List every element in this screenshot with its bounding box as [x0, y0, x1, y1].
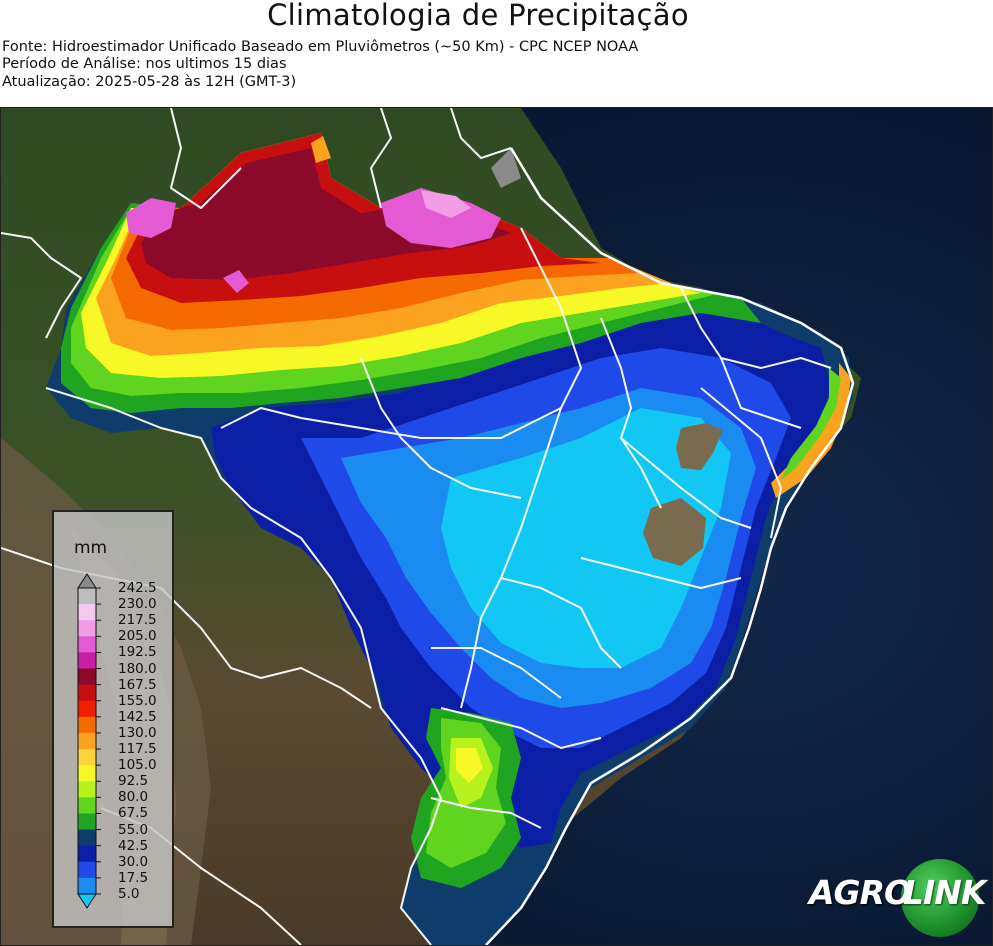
- colorbar-tick-label: 55.0: [118, 821, 149, 838]
- colorbar-top-extension: [77, 573, 97, 589]
- colorbar-outline: [77, 587, 97, 895]
- colorbar-segment: [78, 732, 96, 750]
- colorbar-segment: [78, 845, 96, 863]
- colorbar-segment: [78, 797, 96, 814]
- dry-patch-2: [643, 498, 706, 566]
- precip-cyan: [441, 408, 731, 668]
- colorbar-segment: [78, 749, 96, 766]
- colorbar-tick-label: 92.5: [118, 773, 149, 790]
- colorbar-segment: [78, 716, 96, 734]
- dry-patch-1: [676, 423, 723, 470]
- colorbar: [77, 573, 101, 909]
- colorbar-segment: [78, 781, 96, 798]
- precip-darkred-band: [141, 148, 511, 280]
- colorbar-tick-label: 155.0: [118, 692, 157, 709]
- precip-orange-peak: [311, 136, 331, 163]
- colorbar-tick-label: 42.5: [118, 837, 149, 854]
- colorbar-tick-label: 67.5: [118, 805, 149, 822]
- period-line: Período de Análise: nos ultimos 15 dias: [2, 56, 287, 72]
- logo-text-link: LINK: [903, 873, 986, 912]
- map-title: Climatologia de Precipitação: [267, 0, 689, 32]
- colorbar-tick-label: 117.5: [118, 741, 157, 758]
- colorbar-segment: [78, 636, 96, 653]
- colorbar-bottom-extension: [77, 893, 97, 909]
- header: Climatologia de Precipitação Fonte: Hidr…: [0, 0, 993, 108]
- precip-magenta-nw: [126, 198, 176, 238]
- colorbar-tick-label: 180.0: [118, 660, 157, 677]
- logo-text-agro: AGRO: [809, 873, 912, 912]
- colorbar-tick-label: 30.0: [118, 853, 149, 870]
- colorbar-segment: [78, 588, 96, 605]
- colorbar-tick-label: 205.0: [118, 628, 157, 645]
- precipitation-map: mm 242.5 230.0 217.5 205.0 192.5 180.0 167.5 15…: [0, 107, 993, 946]
- colorbar-tick-label: 142.5: [118, 708, 157, 725]
- colorbar-segment: [78, 877, 96, 895]
- colorbar-segment: [78, 829, 96, 847]
- colorbar-segment: [78, 604, 96, 621]
- colorbar-segment: [78, 700, 96, 718]
- precip-magenta-n: [381, 188, 501, 248]
- colorbar-segment: [78, 813, 96, 831]
- precip-magenta-center: [223, 270, 249, 293]
- colorbar-segment: [78, 620, 96, 637]
- logo-globe: [901, 859, 979, 937]
- colorbar-tick-label: 17.5: [118, 869, 149, 886]
- colorbar-segment: [78, 765, 96, 782]
- legend-unit: mm: [74, 538, 108, 558]
- precip-pink-n: [421, 190, 471, 218]
- colorbar-tick-label: 5.0: [118, 886, 140, 902]
- brazil-coastline: [485, 147, 855, 945]
- colorbar-tick-label: 242.5: [118, 580, 157, 596]
- colorbar-legend: mm 242.5 230.0 217.5 205.0 192.5 180.0 167.5 15…: [52, 510, 174, 928]
- colorbar-tick-label: 80.0: [118, 789, 149, 806]
- precip-ne-coast-green: [781, 368, 841, 480]
- precip-gray-max: [491, 148, 521, 188]
- colorbar-segment: [78, 684, 96, 702]
- colorbar-tick-label: 105.0: [118, 757, 157, 774]
- colorbar-tick-label: 217.5: [118, 612, 157, 629]
- agrolink-logo: AGRO LINK: [807, 859, 986, 937]
- updated-line: Atualização: 2025-05-28 às 12H (GMT-3): [2, 74, 297, 90]
- colorbar-tick-label: 167.5: [118, 676, 157, 693]
- colorbar-tick-label: 230.0: [118, 596, 157, 613]
- colorbar-segment: [78, 652, 96, 670]
- precip-south-yellow-core: [456, 748, 483, 783]
- colorbar-segment: [78, 668, 96, 686]
- colorbar-segment: [78, 861, 96, 879]
- colorbar-tick-label: 130.0: [118, 724, 157, 741]
- colorbar-tick-label: 192.5: [118, 644, 157, 661]
- source-line: Fonte: Hidroestimador Unificado Baseado …: [2, 39, 639, 55]
